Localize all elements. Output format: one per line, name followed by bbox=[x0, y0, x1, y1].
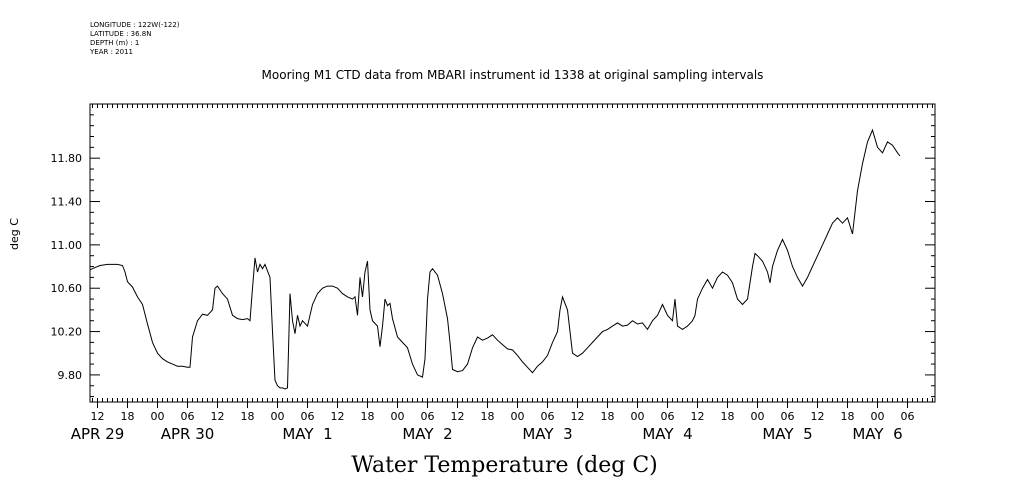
x-hour-tick-label: 00 bbox=[751, 410, 765, 423]
x-axis-title: Water Temperature (deg C) bbox=[351, 453, 658, 478]
x-date-label: APR 29 bbox=[71, 425, 125, 443]
x-hour-tick-label: 06 bbox=[901, 410, 915, 423]
x-hour-tick-label: 12 bbox=[571, 410, 585, 423]
y-tick-label: 10.60 bbox=[51, 282, 83, 295]
y-tick-label: 11.40 bbox=[51, 196, 83, 209]
depth-text: DEPTH (m) : 1 bbox=[90, 39, 140, 47]
longitude-text: LONGITUDE : 122W(-122) bbox=[90, 21, 180, 29]
x-date-label: MAY 2 bbox=[402, 425, 452, 443]
x-hour-tick-label: 06 bbox=[421, 410, 435, 423]
x-hour-tick-label: 18 bbox=[601, 410, 615, 423]
plot-frame bbox=[89, 103, 936, 403]
x-hour-tick-label: 00 bbox=[271, 410, 285, 423]
tick-marks bbox=[90, 104, 935, 408]
series-line bbox=[89, 128, 901, 390]
x-date-label: MAY 3 bbox=[522, 425, 572, 443]
metadata-block: LONGITUDE : 122W(-122) LATITUDE : 36.8N … bbox=[90, 21, 180, 57]
x-hour-tick-label: 06 bbox=[661, 410, 675, 423]
x-hour-tick-label: 12 bbox=[211, 410, 225, 423]
x-hour-tick-label: 18 bbox=[241, 410, 255, 423]
x-date-label: MAY 4 bbox=[642, 425, 692, 443]
y-tick-label: 11.00 bbox=[51, 239, 83, 252]
x-hour-tick-label: 18 bbox=[481, 410, 495, 423]
x-hour-tick-label: 12 bbox=[91, 410, 105, 423]
x-hour-tick-label: 00 bbox=[511, 410, 525, 423]
tick-labels: 12 18 00 06 12 18 00 06 12 18 00 06 12 18 00 06 12 18 00 06… bbox=[51, 152, 915, 443]
x-hour-tick-label: 12 bbox=[331, 410, 345, 423]
x-hour-tick-label: 06 bbox=[541, 410, 555, 423]
x-hour-tick-label: 18 bbox=[841, 410, 855, 423]
x-hour-tick-label: 06 bbox=[301, 410, 315, 423]
x-hour-tick-label: 00 bbox=[631, 410, 645, 423]
chart-title: Mooring M1 CTD data from MBARI instrumen… bbox=[261, 68, 764, 82]
x-date-label: APR 30 bbox=[161, 425, 215, 443]
y-tick-label: 10.20 bbox=[51, 326, 83, 339]
x-date-label: MAY 1 bbox=[282, 425, 332, 443]
x-date-label: MAY 5 bbox=[762, 425, 812, 443]
x-hour-tick-label: 00 bbox=[391, 410, 405, 423]
x-hour-tick-label: 12 bbox=[811, 410, 825, 423]
x-hour-tick-label: 12 bbox=[691, 410, 705, 423]
latitude-text: LATITUDE : 36.8N bbox=[90, 30, 152, 38]
x-hour-tick-label: 12 bbox=[451, 410, 465, 423]
x-hour-tick-label: 18 bbox=[721, 410, 735, 423]
x-hour-tick-label: 18 bbox=[121, 410, 135, 423]
x-hour-tick-label: 00 bbox=[151, 410, 165, 423]
year-text: YEAR : 2011 bbox=[90, 48, 133, 56]
x-hour-tick-label: 06 bbox=[781, 410, 795, 423]
x-date-label: MAY 6 bbox=[852, 425, 902, 443]
x-hour-tick-label: 06 bbox=[181, 410, 195, 423]
y-tick-label: 11.80 bbox=[51, 152, 83, 165]
x-hour-tick-label: 18 bbox=[361, 410, 375, 423]
y-tick-label: 9.80 bbox=[58, 369, 83, 382]
x-hour-tick-label: 00 bbox=[871, 410, 885, 423]
